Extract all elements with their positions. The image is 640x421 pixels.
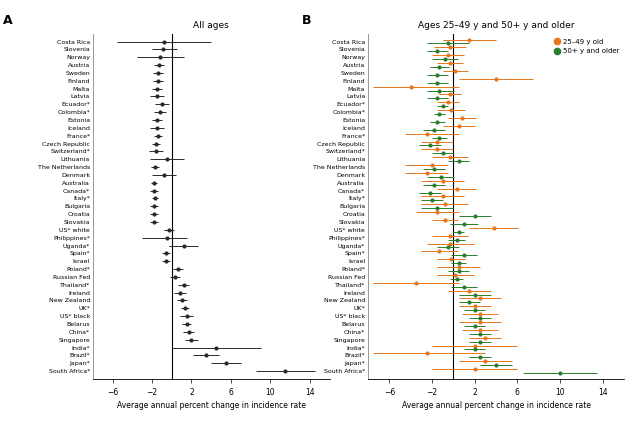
Legend: 25–49 y old, 50+ y and older: 25–49 y old, 50+ y and older <box>554 37 621 56</box>
Text: B: B <box>301 14 311 27</box>
X-axis label: Average annual percent change in incidence rate: Average annual percent change in inciden… <box>401 401 591 410</box>
Text: A: A <box>3 14 12 27</box>
Title: Ages 25–49 y and 50+ y and older: Ages 25–49 y and 50+ y and older <box>418 21 574 30</box>
Title: All ages: All ages <box>193 21 229 30</box>
X-axis label: Average annual percent change in incidence rate: Average annual percent change in inciden… <box>116 401 306 410</box>
